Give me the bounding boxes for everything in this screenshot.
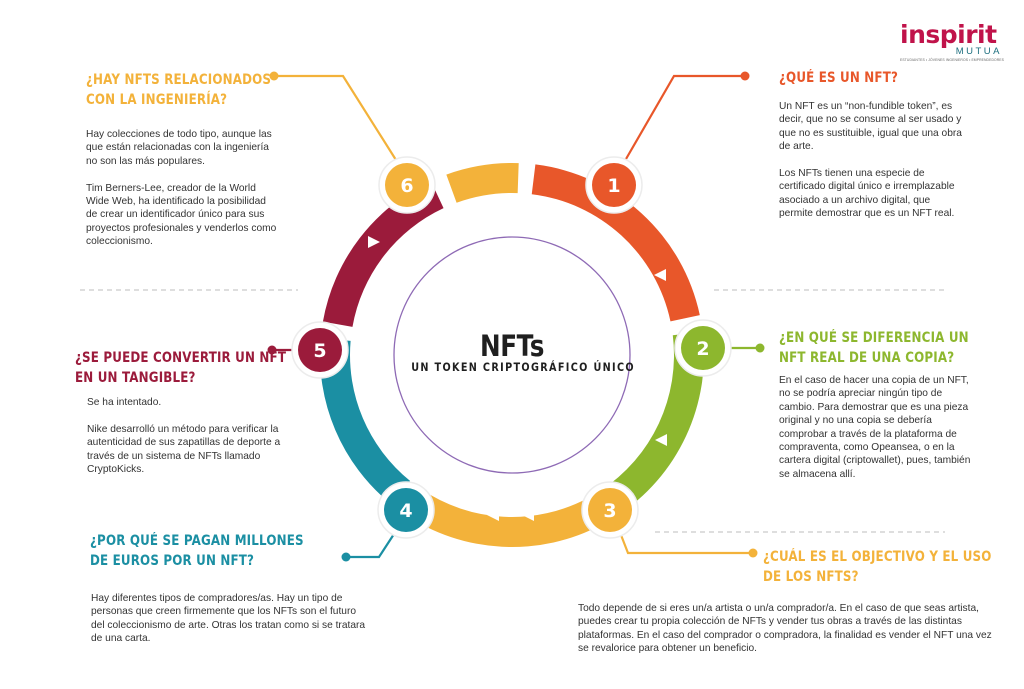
number-badge-2: 2	[674, 319, 732, 377]
number-badge-3: 3	[581, 481, 639, 539]
heading-line: ¿Cuál es el objectivo y el uso	[763, 549, 992, 565]
leader-dot-1	[740, 71, 750, 81]
heading-line: ¿Qué es un NFT?	[779, 70, 899, 86]
section-paragraph: Todo depende de si eres un/a artista o u…	[578, 603, 992, 655]
ring-segments	[320, 163, 704, 547]
section-body-5: Se ha intentado. Nike desarrolló un métod…	[87, 396, 301, 476]
leader-line-6	[274, 74, 397, 161]
segment-arrow-icon	[654, 269, 666, 281]
segment-arrow-icon	[368, 236, 380, 248]
section-heading-5: ¿Se puede convertir un NFT en un tangible…	[75, 348, 286, 388]
logo-wordmark: inspirit	[900, 20, 997, 49]
inner-ring	[393, 236, 631, 474]
section-heading-4: ¿Por qué se pagan millones de euros por u…	[90, 531, 304, 571]
heading-line: de los NFTs?	[763, 569, 859, 585]
badge-circle	[298, 328, 342, 372]
badge-circle	[385, 163, 429, 207]
section-body-3: Todo depende de si eres un/a artista o u…	[578, 602, 998, 656]
heading-line: ¿En qué se diferencia un	[779, 330, 969, 346]
section-paragraph: Hay diferentes tipos de compradores/as. …	[91, 593, 366, 645]
leader-dot-6	[269, 71, 279, 81]
heading-line: de euros por un NFT?	[90, 553, 255, 569]
section-paragraph: Los NFTs tienen una especie de certifica…	[779, 168, 955, 220]
section-heading-2: ¿En qué se diferencia un NFT real de una …	[779, 328, 969, 368]
badge-number: 6	[400, 175, 413, 197]
badge-number: 3	[603, 500, 616, 522]
leader-dot-5	[267, 345, 277, 355]
leader-line-4	[346, 533, 395, 559]
section-heading-6: ¿Hay NFTs relacionados con la ingeniería?	[86, 70, 271, 110]
segment-arrow-icon	[655, 434, 667, 446]
center-subtitle: UN TOKEN CRIPTOGRÁFICO ÚNICO	[411, 360, 635, 374]
section-paragraph: Un NFT es un “non-fundible token”, es de…	[779, 101, 962, 153]
ring-segment-5	[322, 180, 444, 327]
section-heading-3: ¿Cuál es el objectivo y el uso de los NFT…	[763, 547, 992, 587]
section-body-4: Hay diferentes tipos de compradores/as. …	[91, 592, 366, 646]
leader-line-3	[619, 534, 753, 555]
number-badge-4: 4	[377, 481, 435, 539]
ring-segment-3	[404, 489, 603, 547]
ring-segment-6	[446, 163, 519, 203]
logo-subtitle: MUTUA	[955, 46, 1002, 57]
leader-dot-4	[341, 552, 351, 562]
heading-line: ¿Por qué se pagan millones	[90, 533, 304, 549]
leader-lines	[267, 71, 765, 562]
heading-line: con la ingeniería?	[86, 92, 228, 108]
section-paragraph: Se ha intentado.	[87, 397, 162, 408]
section-body-1: Un NFT es un “non-fundible token”, es de…	[779, 100, 965, 221]
badge-number: 4	[399, 500, 412, 522]
section-paragraph: Tim Berners-Lee, creador de la World Wid…	[86, 182, 277, 248]
segment-arrow-icon	[522, 509, 534, 521]
leader-line-1	[625, 74, 745, 160]
section-body-6: Hay colecciones de todo tipo, aunque las…	[86, 128, 277, 249]
logo-tagline: ESTUDIANTES • JÓVENES INGENIEROS • EMPRE…	[900, 58, 1005, 62]
badge-circle	[384, 488, 428, 532]
section-paragraph: En el caso de hacer una copia de un NFT,…	[779, 375, 971, 480]
segment-arrow-icon	[487, 509, 499, 521]
ring-segment-2	[600, 331, 704, 517]
leader-dot-3	[748, 548, 758, 558]
number-badge-1: 1	[585, 156, 643, 214]
badge-number: 1	[607, 175, 620, 197]
section-paragraph: Hay colecciones de todo tipo, aunque las…	[86, 129, 272, 167]
badge-number: 5	[313, 340, 326, 362]
number-badge-6: 6	[378, 156, 436, 214]
dashed-guide-lines	[80, 289, 945, 533]
ring-segment-1	[531, 164, 700, 322]
heading-line: en un tangible?	[75, 370, 196, 386]
leader-dot-2	[755, 343, 765, 353]
section-paragraph: Nike desarrolló un método para verificar…	[87, 423, 281, 476]
number-badges: 1 2 3 4 5 6	[291, 156, 732, 539]
heading-line: ¿Se puede convertir un NFT	[75, 350, 287, 366]
section-heading-1: ¿Qué es un NFT?	[779, 68, 898, 88]
badge-circle	[681, 326, 725, 370]
badge-number: 2	[696, 338, 709, 360]
ring-segment-4	[320, 338, 411, 505]
inspirit-mutua-logo: inspirit MUTUA ESTUDIANTES • JÓVENES ING…	[900, 20, 1012, 63]
heading-line: ¿Hay NFTs relacionados	[86, 72, 272, 88]
number-badge-5: 5	[291, 321, 349, 379]
center-title: NFTs	[480, 329, 544, 363]
badge-circle	[592, 163, 636, 207]
section-body-2: En el caso de hacer una copia de un NFT,…	[779, 374, 971, 481]
badge-circle	[588, 488, 632, 532]
heading-line: NFT real de una copia?	[779, 350, 955, 366]
